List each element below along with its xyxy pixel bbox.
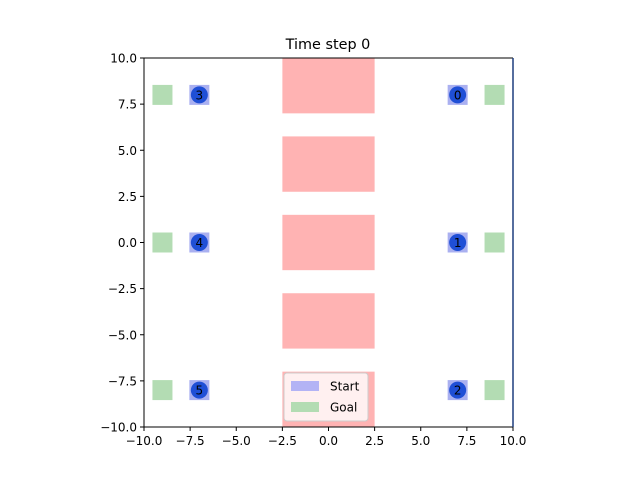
agent-0 — [449, 86, 467, 104]
y-tick-label-3: −2.5 — [108, 282, 137, 296]
goal-marker-1 — [484, 232, 505, 253]
agent-label-5: 5 — [196, 384, 204, 398]
x-tick-label-5: 2.5 — [365, 434, 384, 448]
agent-label-4: 4 — [196, 236, 204, 250]
chart-title: Time step 0 — [285, 37, 371, 53]
agent-label-3: 3 — [196, 88, 204, 102]
legend-label-start: Start — [330, 380, 360, 394]
obstacle-2 — [282, 214, 375, 271]
x-tick-label-8: 10.0 — [500, 434, 527, 448]
agent-4 — [190, 234, 208, 251]
obstacle-0 — [282, 58, 375, 114]
y-tick-label-2: −5.0 — [108, 328, 137, 342]
agent-2 — [449, 381, 467, 399]
x-tick-label-6: 5.0 — [411, 434, 430, 448]
obstacle-3 — [282, 293, 375, 349]
obstacle-1 — [282, 136, 375, 192]
goal-marker-5 — [152, 380, 173, 401]
agent-3 — [190, 86, 208, 104]
agent-5 — [190, 381, 208, 399]
agent-label-0: 0 — [454, 88, 462, 102]
agent-label-2: 2 — [454, 384, 462, 398]
y-tick-label-1: −7.5 — [108, 374, 137, 388]
y-tick-label-7: 7.5 — [118, 98, 137, 112]
y-tick-label-5: 2.5 — [118, 190, 137, 204]
goal-marker-2 — [484, 380, 505, 401]
legend-swatch-start — [291, 381, 319, 391]
markers-layer: 0 1 2 3 4 5 — [152, 84, 505, 401]
agent-1 — [449, 234, 467, 251]
x-tick-label-0: −10.0 — [126, 434, 163, 448]
x-tick-label-1: −7.5 — [176, 434, 205, 448]
goal-marker-4 — [152, 232, 173, 253]
y-tick-label-8: 10.0 — [110, 52, 137, 66]
agent-label-1: 1 — [454, 236, 462, 250]
x-tick-label-3: −2.5 — [268, 434, 297, 448]
axes-layer: −10.0 −7.5 −5.0 −2.5 0.0 2.5 5.0 7.5 10.0−10.0−7… — [100, 52, 526, 449]
goal-marker-3 — [152, 84, 173, 105]
y-tick-label-6: 5.0 — [118, 144, 137, 158]
obstacles-layer — [282, 58, 375, 427]
y-tick-label-4: 0.0 — [118, 236, 137, 250]
legend: Start Goal — [283, 372, 369, 422]
y-tick-label-0: −10.0 — [100, 421, 137, 435]
legend-label-goal: Goal — [330, 401, 357, 415]
x-tick-label-4: 0.0 — [319, 434, 338, 448]
legend-swatch-goal — [291, 402, 319, 412]
x-tick-label-2: −5.0 — [222, 434, 251, 448]
goal-marker-0 — [484, 84, 505, 105]
x-tick-label-7: 7.5 — [457, 434, 476, 448]
